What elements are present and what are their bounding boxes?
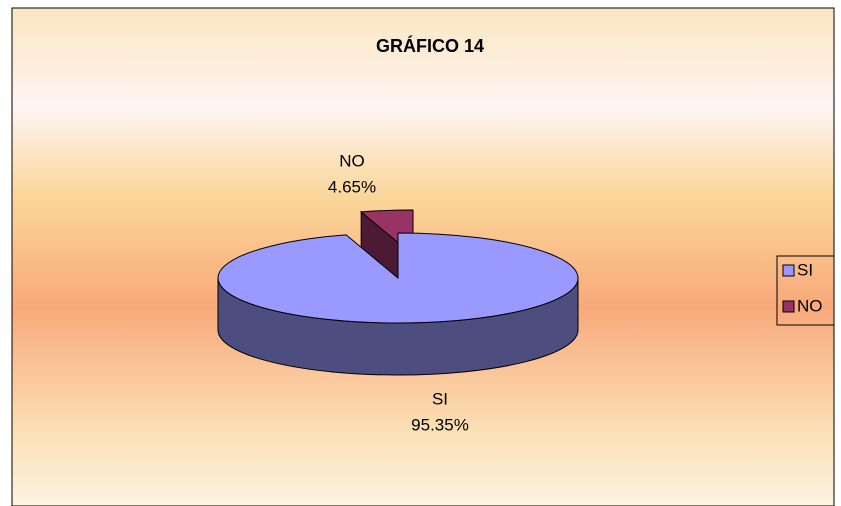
chart-title: GRÁFICO 14 <box>376 35 484 56</box>
slice <box>217 232 579 324</box>
legend-box <box>776 255 835 326</box>
data-label-value: 4.65% <box>328 177 376 196</box>
data-label-category: SI <box>432 389 448 408</box>
legend-label: NO <box>797 296 823 315</box>
data-label-category: NO <box>339 151 365 170</box>
data-label-value: 95.35% <box>411 415 469 434</box>
legend-label: SI <box>797 260 813 279</box>
legend-swatch <box>782 264 795 277</box>
pie <box>217 209 579 376</box>
legend-swatch <box>782 300 795 313</box>
